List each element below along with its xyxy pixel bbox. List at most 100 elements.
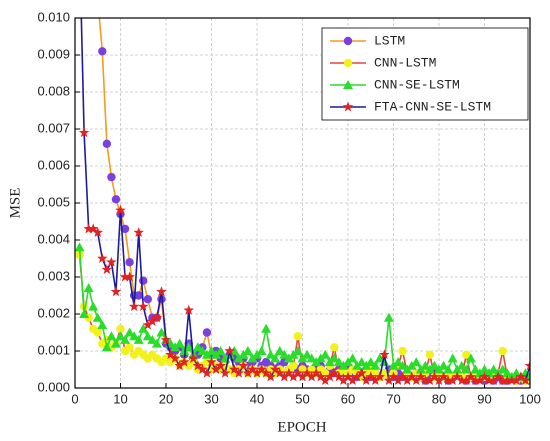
marker bbox=[411, 357, 422, 367]
legend-marker bbox=[343, 58, 353, 68]
marker bbox=[524, 360, 530, 371]
marker bbox=[143, 295, 152, 304]
marker bbox=[292, 367, 304, 378]
y-tick-label: 0.001 bbox=[37, 342, 70, 357]
marker bbox=[192, 360, 204, 371]
marker bbox=[101, 264, 113, 275]
marker bbox=[215, 346, 226, 355]
marker bbox=[502, 375, 513, 386]
marker bbox=[351, 371, 363, 382]
marker bbox=[274, 367, 285, 378]
marker bbox=[456, 375, 467, 386]
marker bbox=[289, 361, 298, 370]
marker bbox=[320, 375, 331, 386]
marker bbox=[119, 271, 131, 282]
marker bbox=[242, 346, 253, 355]
marker bbox=[461, 375, 472, 386]
marker bbox=[174, 338, 185, 348]
marker bbox=[261, 323, 272, 333]
marker bbox=[133, 227, 144, 238]
marker bbox=[87, 223, 99, 234]
marker bbox=[320, 349, 331, 359]
marker bbox=[498, 346, 507, 356]
marker bbox=[97, 320, 108, 330]
marker bbox=[424, 375, 436, 386]
marker bbox=[142, 331, 153, 341]
marker bbox=[224, 345, 235, 356]
marker bbox=[251, 367, 263, 378]
marker bbox=[306, 371, 317, 382]
marker bbox=[88, 301, 99, 311]
marker bbox=[511, 368, 522, 378]
marker bbox=[420, 360, 431, 370]
marker bbox=[301, 367, 313, 378]
marker bbox=[260, 367, 272, 378]
marker bbox=[370, 375, 381, 386]
marker bbox=[242, 367, 254, 378]
legend-label: CNN-LSTM bbox=[374, 55, 436, 70]
plot-frame bbox=[74, 17, 531, 389]
marker bbox=[398, 346, 407, 356]
marker bbox=[206, 356, 217, 367]
marker bbox=[107, 172, 116, 182]
x-tick-label: 10 bbox=[113, 391, 127, 406]
marker bbox=[406, 371, 417, 382]
marker bbox=[197, 346, 208, 355]
marker bbox=[356, 367, 367, 378]
marker bbox=[429, 360, 440, 370]
marker bbox=[116, 324, 125, 333]
marker bbox=[474, 375, 486, 386]
marker bbox=[411, 375, 422, 386]
marker bbox=[456, 360, 467, 370]
marker bbox=[483, 375, 495, 386]
marker bbox=[488, 375, 499, 386]
marker bbox=[115, 204, 126, 215]
y-tick-label: 0.007 bbox=[37, 120, 70, 135]
marker bbox=[192, 342, 203, 352]
series bbox=[75, 242, 530, 381]
marker bbox=[470, 364, 481, 374]
marker bbox=[138, 301, 149, 312]
x-tick-label: 30 bbox=[204, 391, 218, 406]
marker bbox=[78, 127, 90, 138]
x-tick-label: 60 bbox=[341, 391, 355, 406]
marker bbox=[502, 368, 513, 378]
plot-area bbox=[75, 0, 530, 386]
marker bbox=[438, 360, 449, 370]
marker bbox=[374, 353, 385, 363]
y-tick-label: 0.002 bbox=[37, 305, 70, 320]
marker bbox=[329, 367, 340, 378]
marker bbox=[451, 371, 463, 382]
marker bbox=[233, 367, 245, 378]
marker bbox=[94, 0, 102, 4]
marker bbox=[397, 360, 408, 370]
marker bbox=[324, 371, 336, 382]
marker bbox=[511, 375, 522, 386]
marker bbox=[329, 353, 340, 363]
marker bbox=[315, 371, 326, 382]
marker bbox=[219, 367, 231, 378]
legend-marker bbox=[342, 101, 354, 112]
marker bbox=[388, 371, 399, 382]
marker bbox=[210, 364, 222, 374]
marker bbox=[110, 286, 122, 297]
marker bbox=[520, 375, 530, 386]
marker bbox=[274, 346, 285, 355]
marker bbox=[333, 371, 345, 382]
y-tick-label: 0.000 bbox=[37, 379, 70, 394]
marker bbox=[125, 343, 134, 352]
marker bbox=[374, 371, 386, 382]
marker bbox=[151, 338, 162, 348]
marker bbox=[401, 375, 413, 386]
x-axis-label: EPOCH bbox=[277, 419, 326, 435]
marker bbox=[247, 364, 258, 374]
marker bbox=[465, 353, 476, 363]
marker bbox=[265, 371, 276, 382]
marker bbox=[92, 227, 103, 238]
marker bbox=[124, 327, 135, 337]
marker bbox=[134, 291, 143, 300]
marker bbox=[397, 371, 408, 382]
x-tick-label: 20 bbox=[159, 391, 173, 406]
marker bbox=[147, 315, 158, 326]
marker bbox=[138, 323, 149, 333]
